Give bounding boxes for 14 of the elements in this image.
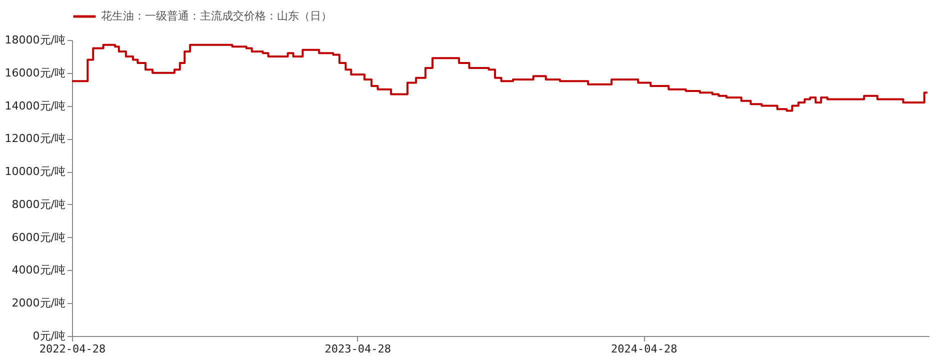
y-tick-label: 4000元/吨: [12, 264, 66, 277]
y-tick-label: 18000元/吨: [4, 34, 66, 46]
y-tick-label: 10000元/吨: [4, 165, 66, 178]
y-tick-label: 0元/吨: [32, 330, 66, 342]
y-tick-label: 14000元/吨: [4, 99, 66, 112]
y-tick-label: 2000元/吨: [12, 296, 66, 310]
y-tick-label: 16000元/吨: [4, 66, 66, 80]
x-tick-label: 2024-04-28: [610, 342, 678, 356]
y-tick-label: 8000元/吨: [12, 198, 66, 211]
y-tick-label: 12000元/吨: [4, 132, 66, 146]
legend-label: 花生油：一级普通：主流成交价格：山东（日）: [101, 10, 332, 22]
x-tick-label: 2022-04-28: [39, 342, 106, 356]
y-tick-label: 6000元/吨: [12, 230, 66, 244]
x-tick-label: 2023-04-28: [324, 342, 392, 356]
